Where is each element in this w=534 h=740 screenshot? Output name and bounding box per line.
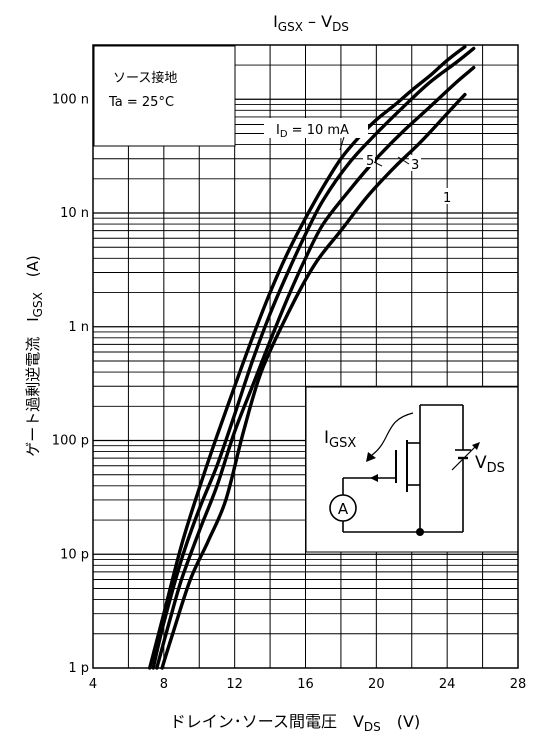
curve-label-5-leader (373, 161, 383, 167)
inset-vds-label: VDS (475, 453, 505, 476)
curve-label-1: 1 (443, 191, 451, 206)
condition-temp: Ta = 25°C (108, 95, 174, 110)
ground-node (416, 528, 424, 536)
x-tick-label: 16 (297, 677, 314, 692)
y-axis-label: ゲート過剰逆電流 IGSX (A) (24, 255, 45, 457)
chart-title: IGSX – VDS (273, 12, 349, 34)
curve-label-1-bg (440, 188, 452, 204)
x-tick-label: 12 (226, 677, 243, 692)
x-tick-label: 20 (368, 677, 385, 692)
curves (148, 45, 476, 670)
x-tick-label: 28 (510, 677, 527, 692)
y-tick-label: 1 p (68, 661, 89, 676)
current-arrowhead (366, 452, 376, 462)
x-axis-label: ドレイン･ソース間電圧 VDS (V) (170, 712, 420, 734)
y-tick-label: 10 p (60, 547, 89, 562)
series-line-1 (160, 92, 467, 670)
y-tick-label: 100 p (52, 434, 89, 449)
tick-labels: 4 8 12 16 20 24 28 1 p 10 p 100 p 1 n 10 n 100 n (52, 92, 526, 692)
id-label-box (264, 118, 368, 138)
series-line-3 (155, 65, 476, 670)
id-label-leader (339, 136, 345, 151)
x-tick-label: 24 (439, 677, 456, 692)
id-label: ID = 10 mA (276, 123, 349, 140)
y-tick-label: 1 n (68, 320, 89, 335)
current-arrow (371, 412, 414, 456)
ammeter-label: A (338, 500, 349, 518)
x-tick-label: 4 (89, 677, 97, 692)
curve-label-5: 5 (366, 154, 374, 169)
series-line-5 (151, 46, 476, 670)
inset-igsx-label: IGSX (324, 428, 356, 451)
series-line-10mA (148, 45, 467, 670)
y-tick-label: 100 n (52, 92, 89, 107)
conditions-box (93, 45, 236, 147)
y-tick-label: 10 n (60, 206, 89, 221)
condition-ground: ソース接地 (113, 70, 177, 86)
x-tick-label: 8 (160, 677, 168, 692)
curve-label-3-leader (397, 156, 410, 165)
plot-frame (92, 44, 519, 669)
curve-label-3-bg (409, 155, 421, 171)
curve-label-3: 3 (411, 158, 419, 173)
curve-label-5-bg (363, 151, 375, 167)
inset-circuit: IGSX VDS A (305, 386, 519, 553)
